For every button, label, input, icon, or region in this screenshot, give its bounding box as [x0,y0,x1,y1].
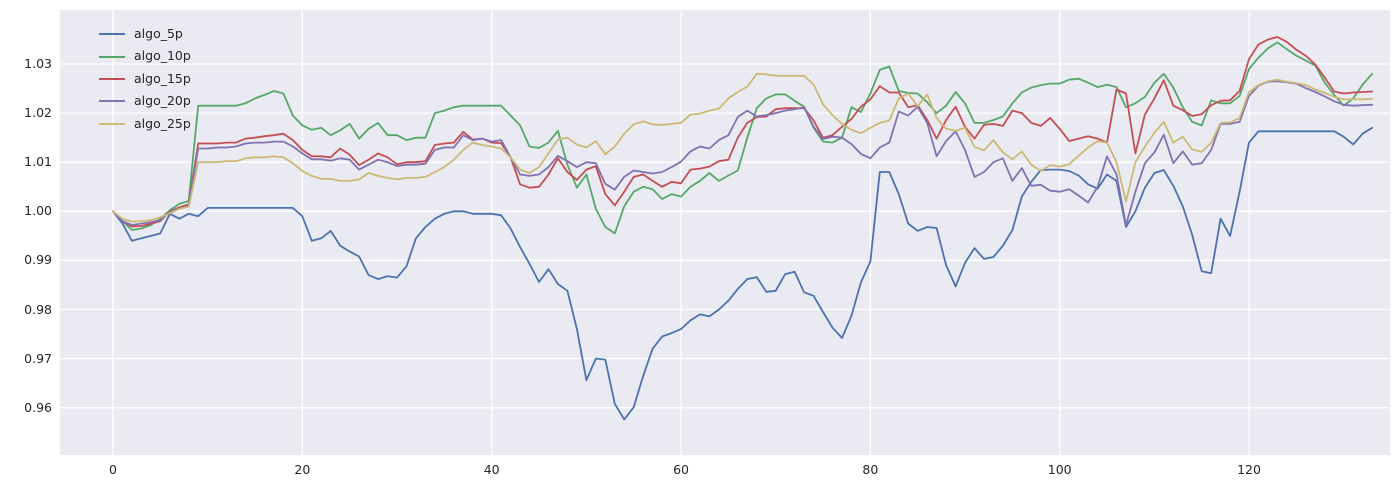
series-line-algo_5p [112,126,1373,421]
series-line-algo_10p [112,41,1373,235]
legend-item-algo_5p: algo_5p [99,23,191,45]
legend-line-swatch [99,33,125,36]
x-axis-tick-label: 60 [673,462,689,477]
x-axis-tick-label: 80 [862,462,879,477]
x-axis-tick-label: 0 [109,462,117,477]
legend-item-algo_10p: algo_10p [99,45,191,67]
series-line-algo_15p [112,36,1373,228]
legend-line-swatch [99,122,125,125]
legend-label: algo_25p [134,115,191,131]
x-axis-tick-label: 40 [483,462,500,477]
legend-item-algo_15p: algo_15p [99,68,191,90]
x-axis-tick-label: 120 [1237,462,1261,477]
legend-label: algo_15p [134,70,191,86]
legend-label: algo_5p [134,25,183,41]
legend: algo_5p algo_10p algo_15p algo_20p algo_25p [99,23,191,135]
y-axis-tick-label: 1.01 [24,154,52,170]
y-axis-tick-label: 0.96 [24,399,52,415]
y-axis-tick-label: 1.02 [24,105,52,121]
x-axis-tick-label: 100 [1047,462,1072,477]
series-line-algo_20p [112,80,1373,226]
legend-label: algo_20p [134,93,191,109]
x-axis-tick-label: 20 [294,462,311,477]
series-line-algo_25p [112,72,1373,223]
y-axis-tick-label: 1.00 [24,203,52,219]
legend-item-algo_20p: algo_20p [99,90,191,112]
axes-background [60,10,1390,455]
y-axis-tick-label: 0.99 [24,252,52,268]
legend-line-swatch [99,77,125,80]
y-axis-tick-label: 0.98 [24,301,52,317]
legend-line-swatch [99,55,125,58]
legend-label: algo_10p [134,48,191,64]
y-axis-tick-label: 1.03 [24,56,52,71]
legend-line-swatch [99,100,125,103]
legend-item-algo_25p: algo_25p [99,113,191,135]
y-axis-tick-label: 0.97 [24,350,52,366]
